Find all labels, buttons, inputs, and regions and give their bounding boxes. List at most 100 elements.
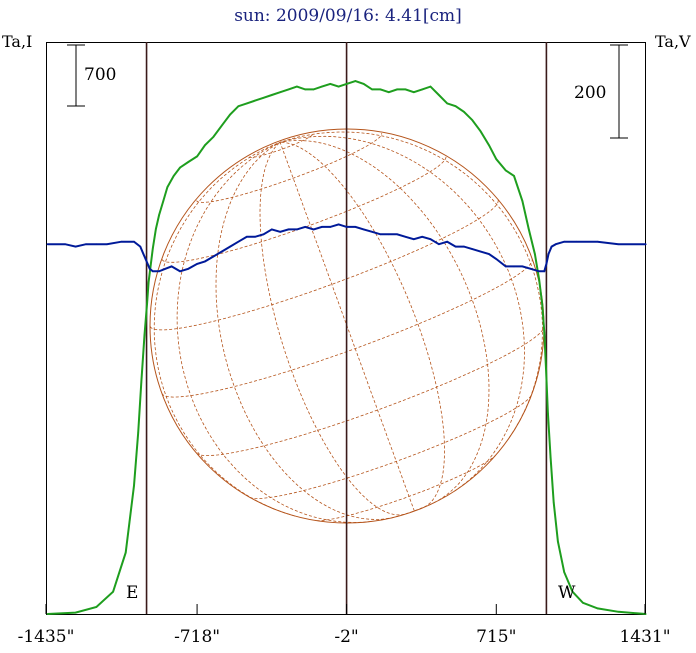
polarization-point bbox=[304, 226, 307, 228]
intensity-point bbox=[337, 85, 340, 88]
polarization-point bbox=[547, 253, 550, 255]
polarization-point bbox=[471, 248, 474, 250]
intensity-point bbox=[112, 590, 114, 593]
intensity-point bbox=[521, 200, 524, 202]
intensity-point bbox=[552, 501, 555, 504]
polarization-point bbox=[617, 243, 620, 245]
intensity-point bbox=[345, 83, 348, 85]
intensity-point bbox=[254, 99, 256, 102]
polarization-point bbox=[148, 268, 151, 270]
series-lines bbox=[46, 80, 647, 615]
polarization-point bbox=[74, 245, 77, 248]
polarization-point bbox=[421, 236, 424, 238]
latitude-line bbox=[391, 501, 437, 519]
intensity-point bbox=[549, 456, 552, 459]
intensity-point bbox=[143, 334, 146, 336]
polarization-scale-bar bbox=[610, 44, 628, 139]
polarization-point bbox=[196, 263, 198, 265]
polarization-point bbox=[645, 243, 647, 245]
intensity-point bbox=[287, 88, 290, 91]
longitude-line bbox=[279, 131, 543, 439]
longitude-line bbox=[153, 141, 295, 517]
polarization-point bbox=[120, 240, 123, 243]
intensity-point bbox=[534, 253, 536, 255]
intensity-point bbox=[538, 278, 540, 281]
intensity-point bbox=[571, 590, 574, 593]
intensity-point bbox=[271, 94, 273, 96]
intensity-point bbox=[379, 88, 382, 91]
intensity-point bbox=[74, 611, 77, 614]
intensity-point bbox=[446, 102, 449, 105]
longitude-line bbox=[280, 141, 445, 508]
intensity-point bbox=[563, 571, 565, 573]
polarization-point bbox=[550, 245, 553, 248]
polarization-point bbox=[543, 270, 546, 273]
intensity-point bbox=[162, 200, 165, 202]
polarization-point bbox=[563, 240, 565, 243]
polarization-point bbox=[287, 228, 290, 231]
longitude-line bbox=[176, 141, 372, 523]
intensity-point bbox=[229, 113, 231, 116]
polarization-point bbox=[187, 268, 190, 270]
polarization-point bbox=[429, 238, 432, 240]
polarization-point bbox=[170, 265, 173, 268]
intensity-point bbox=[140, 381, 143, 384]
intensity-point bbox=[429, 85, 432, 88]
latitude-line bbox=[316, 455, 496, 521]
polarization-point bbox=[362, 228, 365, 231]
polarization-point bbox=[575, 240, 578, 243]
polarization-point bbox=[64, 243, 66, 245]
intensity-point bbox=[155, 228, 157, 230]
intensity-point bbox=[543, 331, 546, 334]
intensity-point bbox=[582, 602, 584, 604]
polarization-point bbox=[413, 238, 415, 240]
intensity-point bbox=[137, 431, 139, 434]
intensity-point bbox=[527, 228, 530, 230]
intensity-point bbox=[279, 91, 282, 93]
intensity-point bbox=[388, 91, 390, 93]
intensity-point bbox=[262, 97, 265, 99]
polarization-point bbox=[345, 226, 348, 228]
x-tick-label: -718" bbox=[174, 627, 220, 647]
polarization-point bbox=[145, 260, 148, 263]
intensity-point bbox=[479, 130, 482, 133]
polarization-point bbox=[388, 233, 390, 236]
polarization-point bbox=[262, 233, 265, 236]
polarization-point bbox=[513, 265, 515, 268]
left-axis-label: Ta,I bbox=[2, 32, 32, 51]
x-tick-label: 1431" bbox=[619, 627, 670, 647]
longitude-line bbox=[280, 140, 490, 501]
latitude-line bbox=[161, 258, 533, 398]
x-axis-ticks: -1435" -718" -2" 715" 1431" bbox=[18, 604, 671, 647]
polarization-point bbox=[204, 260, 206, 263]
x-tick-label: -1435" bbox=[18, 627, 75, 647]
intensity-point bbox=[513, 175, 515, 177]
polarization-point bbox=[254, 236, 256, 238]
polarization-point bbox=[488, 253, 490, 255]
x-tick-label: -2" bbox=[334, 627, 358, 647]
intensity-point bbox=[541, 303, 543, 306]
intensity-point bbox=[413, 91, 415, 93]
limb-markers bbox=[145, 42, 548, 614]
polarization-point bbox=[212, 255, 215, 258]
polarization-point bbox=[438, 243, 440, 245]
polarization-point bbox=[371, 231, 373, 233]
polarization-point bbox=[46, 243, 49, 245]
latitude-line bbox=[196, 326, 545, 457]
polarization-point bbox=[529, 268, 532, 270]
polarization-point bbox=[337, 223, 340, 226]
intensity-point bbox=[179, 166, 181, 169]
polarization-point bbox=[158, 270, 160, 273]
intensity-point bbox=[237, 105, 240, 107]
polarization-point bbox=[404, 236, 407, 238]
polarization-point bbox=[396, 233, 398, 236]
intensity-point bbox=[596, 607, 599, 610]
latitude-line bbox=[248, 133, 314, 158]
intensity-point bbox=[152, 247, 154, 250]
intensity-point bbox=[396, 88, 398, 91]
chart-title: sun: 2009/09/16: 4.41[cm] bbox=[234, 6, 462, 26]
intensity-point bbox=[220, 124, 223, 127]
intensity-point bbox=[124, 551, 127, 554]
polarization-point bbox=[454, 245, 457, 248]
